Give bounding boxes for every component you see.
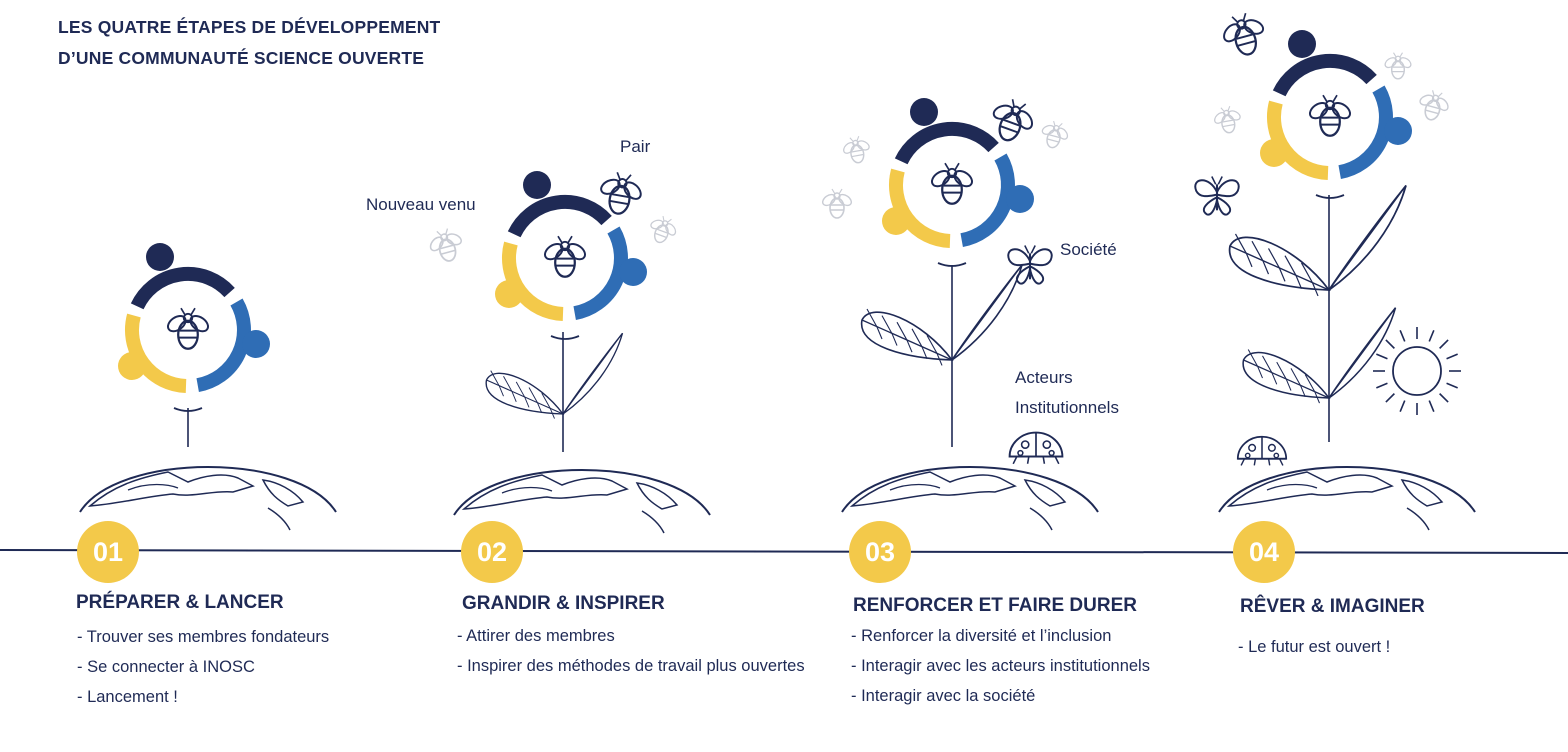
stage-title-02: GRANDIR & INSPIRER (462, 593, 665, 614)
community-ring-icon (1260, 30, 1412, 199)
bee-icon (164, 307, 212, 350)
bee-icon (1306, 94, 1354, 137)
stage-number-03: 03 (849, 521, 911, 583)
bullet-item: - Lancement ! (77, 688, 178, 706)
leaf-icon (1228, 184, 1407, 297)
bee-icon (839, 133, 875, 166)
globe-icon (453, 469, 711, 534)
timeline-line (0, 549, 1568, 554)
bullet-item: - Renforcer la diversité et l’inclusion (851, 627, 1112, 645)
globe-icon (841, 466, 1099, 531)
butterfly-icon (1194, 175, 1240, 216)
sun-icon (1373, 327, 1461, 415)
bee-icon (643, 211, 682, 248)
globe-icon (79, 466, 337, 531)
leaf-icon (860, 264, 1023, 366)
butterfly-icon (1007, 244, 1053, 285)
title-line-2: D’UNE COMMUNAUTÉ SCIENCE OUVERTE (58, 48, 425, 68)
stage-title-04: RÊVER & IMAGINER (1240, 596, 1425, 617)
page-title: LES QUATRE ÉTAPES DE DÉVELOPPEMENT D’UNE… (58, 12, 440, 74)
bee-icon (423, 224, 469, 267)
leaf-icon (1242, 307, 1397, 404)
ladybug-icon (1236, 435, 1288, 467)
bullet-item: - Attirer des membres (457, 627, 615, 645)
bee-icon (1382, 51, 1414, 80)
bee-icon (928, 162, 976, 205)
bullet-item: - Se connecter à INOSC (77, 658, 255, 676)
label-newcomer: Nouveau venu (366, 195, 476, 214)
stage-number-01: 01 (77, 521, 139, 583)
community-ring-icon (495, 171, 647, 340)
bee-icon (1036, 117, 1073, 152)
bee-icon (1215, 7, 1273, 62)
leaf-icon (485, 332, 624, 419)
stage-title-01: PRÉPARER & LANCER (76, 592, 284, 613)
bullet-item: - Interagir avec les acteurs institution… (851, 657, 1150, 675)
label-society: Société (1060, 240, 1117, 259)
stage-bullets-04: - Le futur est ouvert ! (1238, 632, 1390, 662)
bee-icon (541, 235, 589, 278)
stage-bullets-03: - Renforcer la diversité et l’inclusion … (851, 621, 1150, 711)
ladybug-icon (1008, 431, 1064, 465)
label-pair: Pair (620, 137, 651, 156)
bullet-item: - Interagir avec la société (851, 687, 1036, 705)
community-ring-icon (118, 243, 270, 412)
bee-icon (819, 188, 855, 219)
stage-title-03: RENFORCER ET FAIRE DURER (853, 595, 1137, 616)
title-line-1: LES QUATRE ÉTAPES DE DÉVELOPPEMENT (58, 17, 441, 37)
community-ring-icon (882, 98, 1034, 267)
globe-icon (1218, 466, 1476, 531)
bullet-item: - Le futur est ouvert ! (1238, 638, 1391, 656)
label-actors-1: Acteurs (1015, 368, 1073, 387)
bee-icon (1210, 103, 1246, 136)
bee-icon (1413, 86, 1454, 125)
bullet-item: - Trouver ses membres fondateurs (77, 628, 330, 646)
stage-number-02: 02 (461, 521, 523, 583)
label-actors-2: Institutionnels (1015, 398, 1119, 417)
stage-bullets-01: - Trouver ses membres fondateurs - Se co… (77, 622, 329, 712)
stage-number-04: 04 (1233, 521, 1295, 583)
bullet-item: - Inspirer des méthodes de travail plus … (457, 657, 805, 675)
stage-bullets-02: - Attirer des membres - Inspirer des mét… (457, 621, 805, 681)
